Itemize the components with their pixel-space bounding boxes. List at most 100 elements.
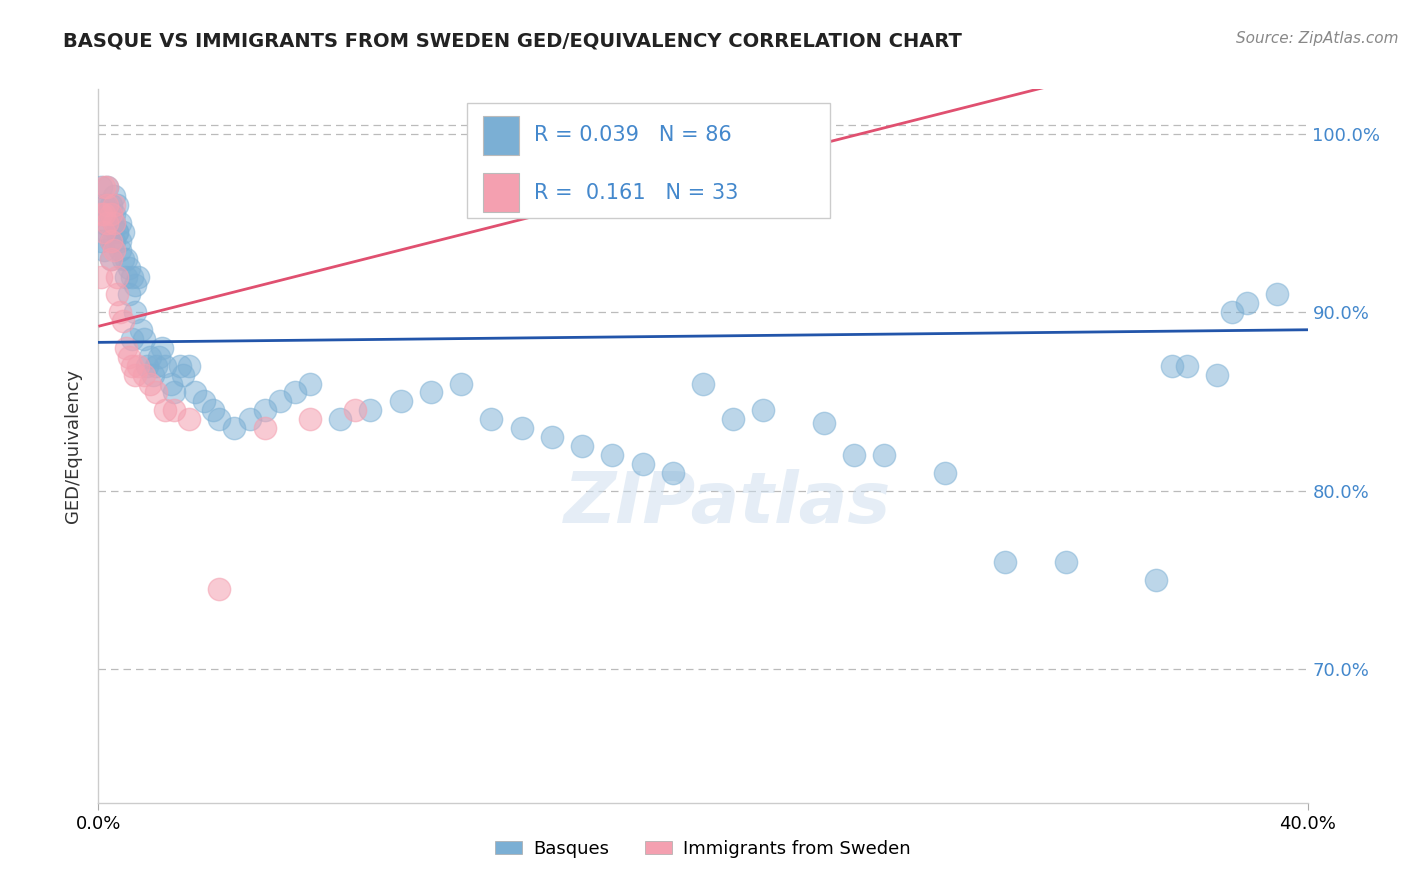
Point [129, 323, 152, 337]
Point [108, 216, 131, 230]
Point [93, 180, 115, 194]
Point [150, 341, 173, 355]
Point [179, 359, 201, 373]
Point [96, 180, 118, 194]
Point [253, 403, 276, 417]
Point [420, 385, 443, 400]
Point [127, 269, 149, 284]
Point [153, 359, 176, 373]
Point [124, 278, 146, 293]
Point [108, 305, 131, 319]
FancyBboxPatch shape [467, 103, 830, 218]
Point [145, 385, 167, 400]
Point [132, 332, 155, 346]
Point [184, 385, 207, 400]
Point [284, 385, 307, 400]
Point [103, 216, 125, 230]
Point [239, 412, 262, 426]
Point [163, 385, 186, 400]
Point [299, 376, 322, 391]
Point [90, 234, 112, 248]
Point [103, 189, 125, 203]
Point [111, 252, 134, 266]
Point [103, 234, 125, 248]
Point [96, 180, 118, 194]
Point [103, 243, 125, 257]
Point [148, 350, 170, 364]
Point [179, 412, 201, 426]
Point [118, 350, 141, 364]
Point [111, 314, 134, 328]
Point [132, 368, 155, 382]
Point [96, 198, 118, 212]
Point [844, 448, 866, 462]
Text: R =  0.161   N = 33: R = 0.161 N = 33 [534, 183, 738, 202]
Point [118, 287, 141, 301]
Point [602, 448, 624, 462]
Point [100, 207, 122, 221]
Point [661, 466, 683, 480]
Point [103, 198, 125, 212]
Point [571, 439, 593, 453]
FancyBboxPatch shape [482, 173, 519, 212]
Point [108, 234, 131, 248]
Point [105, 198, 128, 212]
Point [202, 403, 225, 417]
Point [450, 376, 472, 391]
Point [153, 403, 176, 417]
Point [93, 216, 115, 230]
Point [100, 252, 122, 266]
Point [540, 430, 562, 444]
Point [1206, 368, 1229, 382]
Point [96, 216, 118, 230]
Y-axis label: GED/Equivalency: GED/Equivalency [65, 369, 83, 523]
Point [118, 260, 141, 275]
Point [169, 359, 191, 373]
Point [752, 403, 775, 417]
Point [172, 368, 194, 382]
Point [139, 376, 162, 391]
FancyBboxPatch shape [482, 116, 519, 155]
Point [145, 359, 167, 373]
Point [96, 198, 118, 212]
Point [90, 180, 112, 194]
Point [105, 269, 128, 284]
Point [142, 368, 165, 382]
Point [344, 403, 367, 417]
Point [100, 252, 122, 266]
Point [100, 234, 122, 248]
Point [1236, 296, 1258, 310]
Point [121, 269, 143, 284]
Point [121, 359, 143, 373]
Point [127, 359, 149, 373]
Point [111, 225, 134, 239]
Point [723, 412, 745, 426]
Point [1144, 573, 1167, 587]
Legend: Basques, Immigrants from Sweden: Basques, Immigrants from Sweden [488, 833, 918, 865]
Point [1267, 287, 1289, 301]
Point [90, 269, 112, 284]
Point [269, 394, 291, 409]
Point [90, 207, 112, 221]
Point [105, 225, 128, 239]
Text: R = 0.039   N = 86: R = 0.039 N = 86 [534, 126, 731, 145]
Point [100, 198, 122, 212]
Point [160, 376, 183, 391]
Point [994, 555, 1017, 569]
Point [96, 207, 118, 221]
Point [105, 225, 128, 239]
Point [389, 394, 412, 409]
Point [1160, 359, 1182, 373]
Point [100, 207, 122, 221]
Point [631, 457, 654, 471]
Point [114, 252, 136, 266]
Point [124, 305, 146, 319]
Point [1175, 359, 1198, 373]
Point [193, 394, 215, 409]
Point [139, 350, 162, 364]
Point [135, 359, 157, 373]
Point [253, 421, 276, 435]
Point [208, 582, 231, 596]
Point [692, 376, 714, 391]
Text: Source: ZipAtlas.com: Source: ZipAtlas.com [1236, 31, 1399, 46]
